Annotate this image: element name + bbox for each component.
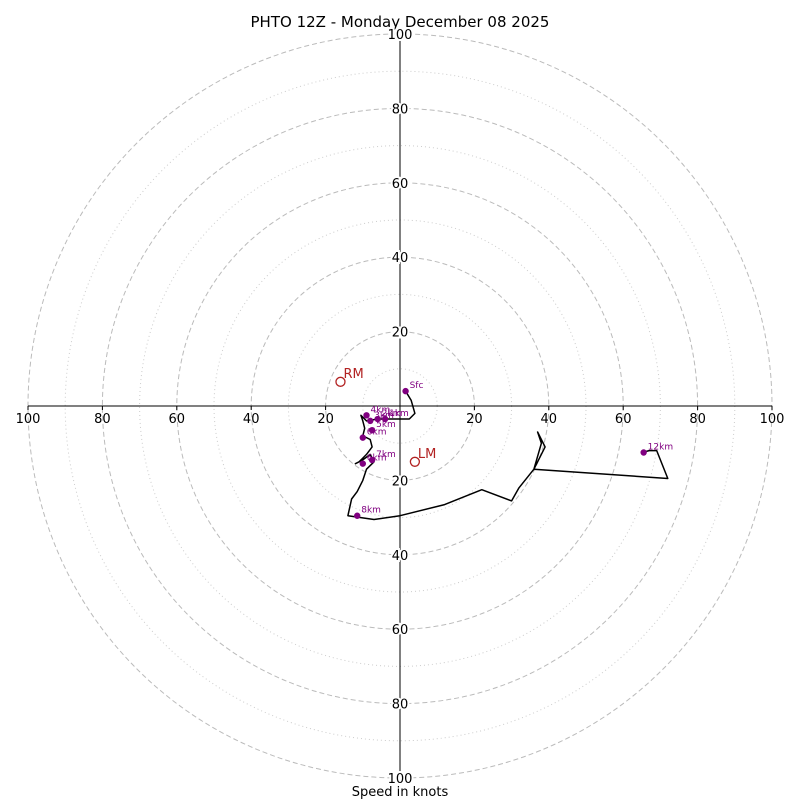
- height-point: [367, 417, 374, 425]
- height-point: [368, 456, 376, 464]
- height-point: [374, 415, 381, 423]
- height-point: [368, 426, 376, 434]
- height-point: [402, 387, 409, 395]
- y-tick-label: 60: [392, 623, 409, 638]
- y-tick-label: 80: [392, 698, 409, 713]
- height-label: 1km: [389, 409, 409, 419]
- storm-motion-label: LM: [418, 447, 436, 462]
- x-tick-label: 40: [243, 412, 260, 427]
- x-tick-label: 40: [541, 412, 558, 427]
- height-label: 7km: [376, 450, 396, 460]
- y-tick-label: 60: [392, 177, 409, 192]
- storm-motion-label: RM: [343, 367, 363, 382]
- y-tick-label: 40: [392, 251, 409, 266]
- y-tick-label: 80: [392, 102, 409, 117]
- height-label: 12km: [648, 443, 673, 453]
- height-label: 5km: [376, 420, 396, 430]
- x-tick-label: 100: [760, 412, 785, 427]
- storm-motion-point: [335, 376, 346, 387]
- height-label: 6km: [367, 428, 387, 438]
- height-point: [359, 460, 366, 467]
- x-tick-label: 20: [466, 412, 483, 427]
- y-tick-label: 20: [392, 326, 409, 341]
- height-label: 4km: [371, 405, 391, 415]
- axes: [28, 34, 772, 778]
- height-label: Sfc: [410, 381, 424, 391]
- x-axis-label: Speed in knots: [352, 785, 449, 800]
- y-tick-label: 100: [388, 28, 413, 43]
- x-tick-label: 100: [16, 412, 41, 427]
- storm-motion-point: [409, 456, 421, 467]
- height-label: 6km: [367, 454, 387, 464]
- height-point: [354, 512, 361, 519]
- height-point: [640, 449, 647, 456]
- x-tick-label: 80: [94, 412, 111, 427]
- height-label: 2km: [382, 409, 402, 419]
- height-label: 8km: [361, 506, 381, 516]
- y-tick-label: 40: [392, 549, 409, 564]
- height-point: [381, 415, 389, 423]
- x-tick-label: 60: [615, 412, 632, 427]
- height-point: [363, 412, 370, 419]
- chart-title: PHTO 12Z - Monday December 08 2025: [251, 13, 550, 31]
- storm-motion-markers: RM LM: [335, 367, 436, 467]
- height-point: [359, 434, 366, 441]
- x-tick-label: 20: [317, 412, 334, 427]
- x-tick-label: 60: [169, 412, 186, 427]
- y-tick-label: 20: [392, 474, 409, 489]
- height-label: 3km: [374, 411, 394, 421]
- x-tick-label: 80: [689, 412, 706, 427]
- y-tick-label: 100: [388, 772, 413, 787]
- tick-labels: 100 80 60 40 20 20 40 60 80 100 100 80 60 40 20 20 40 60 8…: [16, 26, 785, 789]
